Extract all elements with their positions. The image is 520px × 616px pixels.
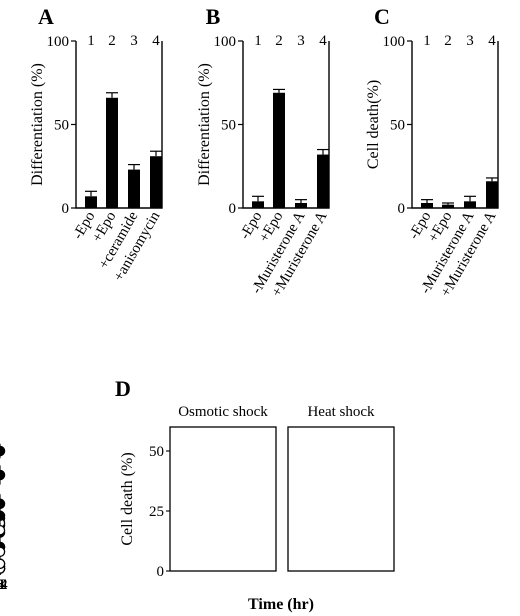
data-point bbox=[0, 498, 6, 510]
x-tick-label: 12 bbox=[0, 577, 8, 593]
plot-frame bbox=[287, 426, 395, 572]
lane-number: 3 bbox=[466, 33, 474, 49]
bar bbox=[486, 181, 498, 208]
y-tick-label: 0 bbox=[229, 201, 237, 217]
y-tick-label: 50 bbox=[390, 118, 405, 134]
bar bbox=[273, 92, 285, 208]
bar bbox=[252, 201, 264, 208]
x-axis-label: Time (hr) bbox=[248, 596, 314, 613]
y-tick-label: 100 bbox=[383, 34, 406, 50]
data-point bbox=[0, 546, 6, 558]
bar bbox=[421, 202, 433, 208]
x-tick-label: 12 bbox=[0, 577, 8, 593]
lane-number: 3 bbox=[130, 33, 138, 49]
lane-number: 4 bbox=[319, 33, 327, 49]
lane-number: 1 bbox=[423, 33, 431, 49]
lane-number: 4 bbox=[152, 33, 160, 49]
panel-subtitle: Heat shock bbox=[307, 404, 375, 420]
axis-frame bbox=[242, 41, 330, 209]
bar bbox=[85, 196, 97, 208]
series-open bbox=[0, 523, 6, 574]
x-tick-label: 6 bbox=[0, 577, 4, 593]
y-tick-label: 50 bbox=[54, 118, 69, 134]
lane-number: 4 bbox=[488, 33, 496, 49]
data-point bbox=[0, 524, 6, 536]
y-axis-label: Differentiation (%) bbox=[196, 63, 213, 186]
data-point bbox=[0, 558, 6, 570]
lane-number: 1 bbox=[87, 33, 95, 49]
x-tick-label: 6 bbox=[0, 577, 4, 593]
y-tick-label: 0 bbox=[398, 201, 406, 217]
lane-number: 1 bbox=[254, 33, 262, 49]
panel-letter: C bbox=[374, 4, 390, 29]
y-axis-label: Differentiation (%) bbox=[29, 63, 46, 186]
x-tick-label: 24 bbox=[0, 577, 8, 593]
bar bbox=[106, 97, 118, 208]
bar bbox=[464, 201, 476, 208]
y-tick-label: 50 bbox=[221, 118, 236, 134]
bar bbox=[442, 204, 454, 208]
plot-frame bbox=[169, 426, 277, 572]
x-tick-label: 0 bbox=[0, 577, 4, 593]
y-axis-label: Cell death(%) bbox=[365, 80, 382, 169]
lane-number: 2 bbox=[275, 33, 283, 49]
bar bbox=[150, 156, 162, 208]
panel-letter: B bbox=[206, 4, 221, 29]
series-filled bbox=[0, 465, 6, 574]
line-panel-heat: Heat shock0361224 bbox=[0, 404, 395, 593]
axis-frame bbox=[75, 41, 163, 209]
y-tick-label: 50 bbox=[149, 444, 164, 460]
x-tick-label: 24 bbox=[0, 577, 8, 593]
panel-letter: A bbox=[38, 4, 54, 29]
y-tick-label: 100 bbox=[47, 34, 70, 50]
x-tick-label: 3 bbox=[0, 577, 4, 593]
y-tick-label: 0 bbox=[62, 201, 70, 217]
data-point bbox=[0, 469, 6, 481]
lane-number: 3 bbox=[297, 33, 305, 49]
y-tick-label: 0 bbox=[157, 564, 165, 580]
lane-number: 2 bbox=[444, 33, 452, 49]
x-tick-label: 3 bbox=[0, 577, 4, 593]
bar bbox=[128, 169, 140, 208]
data-point bbox=[0, 445, 6, 457]
bar bbox=[317, 154, 329, 208]
x-tick-label: 0 bbox=[0, 577, 4, 593]
bar bbox=[295, 202, 307, 208]
axis-frame bbox=[411, 41, 499, 209]
data-point bbox=[0, 510, 6, 522]
panel-subtitle: Osmotic shock bbox=[178, 404, 268, 420]
panel-letter: D bbox=[115, 376, 131, 401]
y-tick-label: 25 bbox=[149, 504, 164, 520]
lane-number: 2 bbox=[108, 33, 116, 49]
y-axis-label: Cell death (%) bbox=[119, 452, 136, 545]
y-tick-label: 100 bbox=[214, 34, 237, 50]
